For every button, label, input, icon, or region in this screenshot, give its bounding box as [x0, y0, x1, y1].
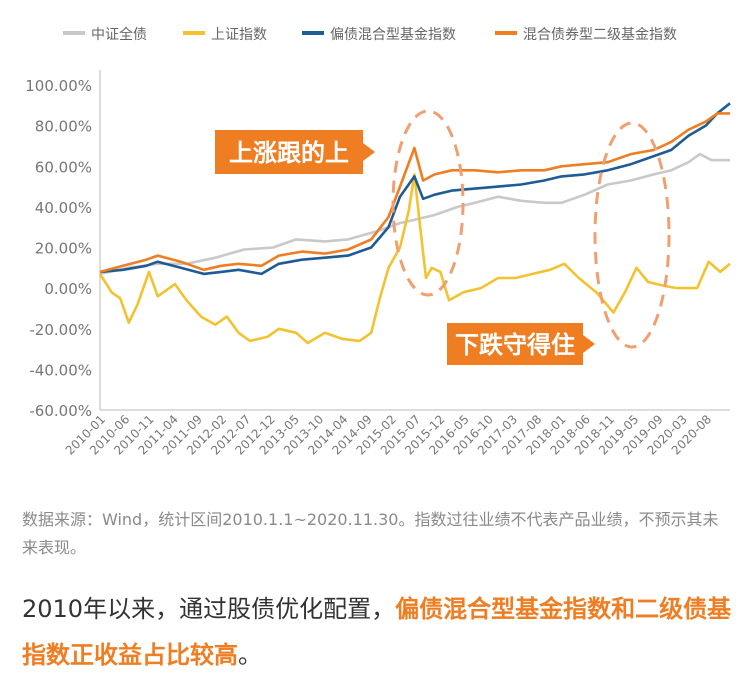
- callout-rise-box: [215, 130, 363, 174]
- callout-rise-arrow: [363, 143, 375, 161]
- y-tick-label: 100.00%: [25, 77, 92, 95]
- legend-label-2: 上证指数: [211, 27, 267, 43]
- callout-rise: 上涨跟的上: [215, 130, 375, 174]
- series-line-2: [98, 173, 731, 345]
- headline-highlight: 偏债混合型基金指数和二级债基指数正收益占比较高: [22, 595, 732, 669]
- highlight-ellipse-2015: [391, 109, 465, 297]
- series-line-1: [99, 152, 730, 276]
- legend-label-3: 偏债混合型基金指数: [330, 26, 456, 43]
- series-line-3: [99, 102, 731, 276]
- y-tick-label: 60.00%: [35, 158, 92, 176]
- legend-label-1: 中证全债: [91, 26, 147, 43]
- legend-label-4: 混合债券型二级基金指数: [523, 26, 677, 43]
- headline: 2010年以来，通过股债优化配置，偏债混合型基金指数和二级债基指数正收益占比较高…: [22, 586, 738, 678]
- line-chart: 中证全债 上证指数 偏债混合型基金指数 混合债券型二级基金指数 100.00% 80.00…: [25, 26, 731, 458]
- headline-plain: 2010年以来，通过股债优化配置，: [22, 595, 396, 623]
- callout-fall-text: 下跌守得住: [455, 331, 575, 359]
- callout-fall-arrow: [583, 335, 595, 353]
- y-tick-label: 80.00%: [35, 118, 92, 136]
- series-line-4: [99, 112, 730, 274]
- data-source-note: 数据来源：Wind，统计区间2010.1.1~2020.11.30。指数过往业绩…: [22, 510, 719, 557]
- callout-fall: 下跌守得住: [447, 323, 595, 365]
- y-tick-label: 40.00%: [35, 199, 92, 217]
- y-tick-label: -60.00%: [29, 402, 92, 420]
- callout-fall-box: [447, 323, 583, 365]
- y-tick-label: -20.00%: [29, 321, 92, 339]
- highlight-ellipse-2019: [593, 121, 671, 349]
- callout-rise-text: 上涨跟的上: [229, 139, 349, 167]
- y-tick-label: -40.00%: [29, 361, 92, 379]
- y-tick-label: 0.00%: [44, 280, 92, 298]
- y-tick-label: 20.00%: [35, 240, 92, 258]
- headline-end: 。: [238, 641, 262, 669]
